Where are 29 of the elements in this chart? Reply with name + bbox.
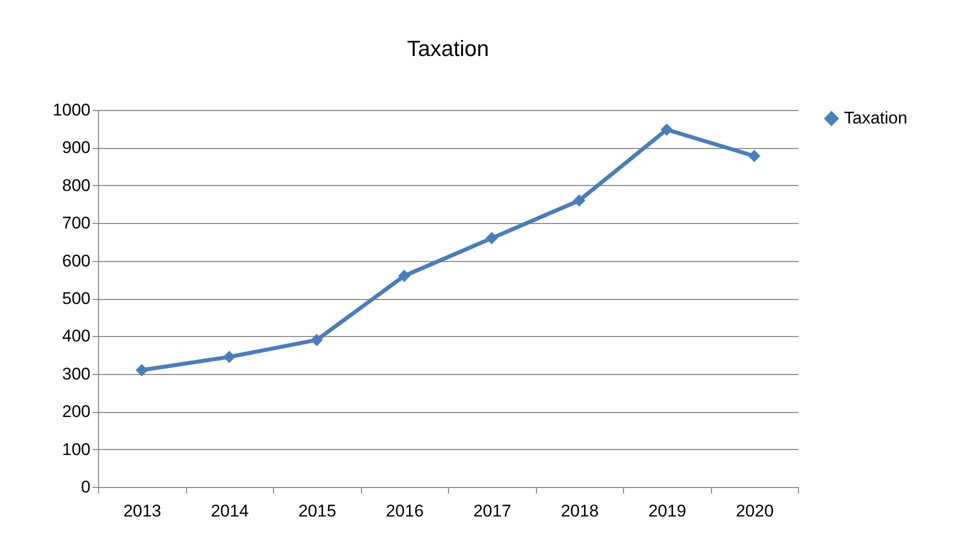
x-tick-label: 2017 xyxy=(473,502,512,520)
x-tick-label: 2013 xyxy=(123,502,162,520)
point xyxy=(398,270,410,282)
x-tick-label: 2018 xyxy=(560,502,599,520)
y-tick-label: 100 xyxy=(62,440,90,459)
point xyxy=(573,194,586,207)
legend-label: Taxation xyxy=(844,108,908,128)
y-tick-label: 600 xyxy=(62,251,90,270)
y-tick-label: 0 xyxy=(81,478,90,496)
point xyxy=(310,334,323,346)
x-tick-label: 2019 xyxy=(648,502,686,520)
y-tick-label: 300 xyxy=(62,364,90,384)
y-tick-label: 400 xyxy=(62,326,90,346)
point xyxy=(486,232,498,244)
point xyxy=(223,350,236,364)
y-tick-label: 900 xyxy=(62,138,90,158)
x-tick-label: 2016 xyxy=(386,502,424,520)
x-tick-label: 2014 xyxy=(210,502,249,520)
y-tick-label: 1000 xyxy=(52,100,90,120)
chart-title: Taxation xyxy=(407,36,489,61)
y-tick-label: 500 xyxy=(62,289,90,308)
x-tick-label: 2020 xyxy=(736,502,774,520)
point xyxy=(748,150,760,162)
y-tick-label: 700 xyxy=(62,214,90,233)
point xyxy=(660,123,673,136)
y-tick-label: 200 xyxy=(62,402,90,422)
x-tick-label: 2015 xyxy=(298,502,336,520)
y-tick-label: 800 xyxy=(62,176,90,195)
point xyxy=(136,364,148,376)
